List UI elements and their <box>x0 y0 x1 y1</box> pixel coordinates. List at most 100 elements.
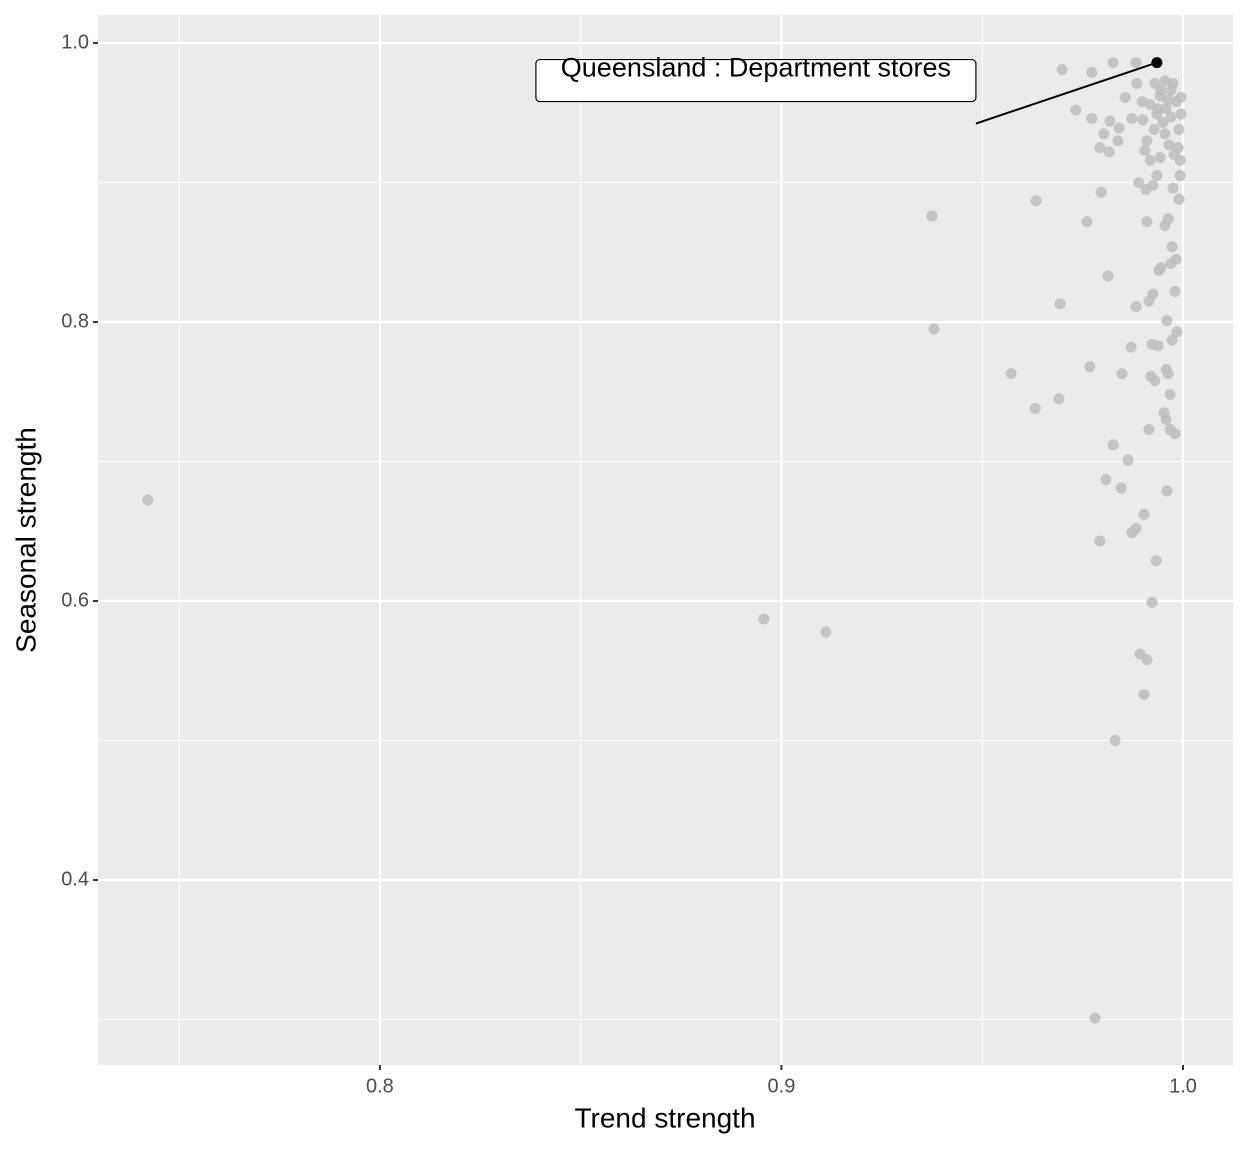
point <box>926 210 938 222</box>
point <box>1084 361 1096 373</box>
point <box>1165 84 1177 96</box>
point <box>1137 114 1149 126</box>
point <box>1122 454 1134 466</box>
y-tick-label: 1.0 <box>61 31 89 53</box>
point <box>1149 375 1161 387</box>
point <box>820 626 832 638</box>
point <box>1089 1012 1101 1024</box>
annotation-leader <box>975 61 1158 125</box>
point <box>1166 241 1178 253</box>
panel <box>98 15 1233 1065</box>
point <box>1164 389 1176 401</box>
point <box>1086 66 1098 78</box>
point <box>1119 91 1131 103</box>
point <box>928 323 940 335</box>
point <box>1095 186 1107 198</box>
point <box>1146 596 1158 608</box>
point <box>1107 57 1119 69</box>
annotation-box <box>535 58 977 103</box>
y-tick-label: 0.4 <box>61 868 89 890</box>
point <box>1030 195 1042 207</box>
point <box>1104 115 1116 127</box>
point <box>1029 403 1041 415</box>
point <box>1152 103 1164 115</box>
highlight-point <box>1151 57 1163 69</box>
point <box>1154 151 1166 163</box>
point <box>1138 688 1150 700</box>
point <box>1160 103 1172 115</box>
point <box>1161 485 1173 497</box>
point <box>1143 423 1155 435</box>
point <box>1094 535 1106 547</box>
point <box>1103 146 1115 158</box>
point <box>1116 368 1128 380</box>
point <box>1174 154 1186 166</box>
point <box>1171 326 1183 338</box>
point <box>1107 439 1119 451</box>
point <box>1162 368 1174 380</box>
point <box>1100 474 1112 486</box>
point <box>1165 111 1177 123</box>
point <box>1139 144 1151 156</box>
point <box>1169 285 1181 297</box>
point <box>1054 298 1066 310</box>
point <box>1130 57 1142 69</box>
point <box>1053 393 1065 405</box>
point <box>1115 482 1127 494</box>
point <box>1109 735 1121 747</box>
point <box>1056 64 1068 76</box>
point <box>1160 414 1172 426</box>
point <box>1170 253 1182 265</box>
point <box>1141 216 1153 228</box>
point <box>1174 170 1186 182</box>
point <box>1070 104 1082 116</box>
x-tick-label: 0.9 <box>768 1075 796 1097</box>
point <box>1131 77 1143 89</box>
point <box>1157 117 1169 129</box>
point <box>1081 216 1093 228</box>
y-tick-label: 0.8 <box>61 310 89 332</box>
point <box>1167 182 1179 194</box>
point <box>1133 177 1145 189</box>
point <box>1172 142 1184 154</box>
point <box>1112 135 1124 147</box>
point <box>758 613 770 625</box>
point <box>1163 139 1175 151</box>
x-tick-label: 1.0 <box>1169 1075 1197 1097</box>
point <box>1169 428 1181 440</box>
point <box>1113 122 1125 134</box>
point <box>1086 112 1098 124</box>
point <box>1094 142 1106 154</box>
point <box>1102 270 1114 282</box>
x-axis-title: Trend strength <box>574 1102 755 1133</box>
point <box>1155 262 1167 274</box>
point <box>1159 128 1171 140</box>
y-tick-label: 0.6 <box>61 589 89 611</box>
point <box>1138 509 1150 521</box>
point <box>1173 193 1185 205</box>
point <box>1126 112 1138 124</box>
point <box>1166 334 1178 346</box>
point <box>1005 368 1017 380</box>
annotation-label: Queensland : Department stores <box>561 53 951 83</box>
point <box>1147 179 1159 191</box>
x-tick-label: 0.8 <box>366 1075 394 1097</box>
point <box>1141 654 1153 666</box>
point <box>1155 84 1167 96</box>
point <box>1175 91 1187 103</box>
point <box>1148 124 1160 136</box>
point <box>1098 128 1110 140</box>
point <box>1125 341 1137 353</box>
point <box>1130 522 1142 534</box>
point <box>1141 135 1153 147</box>
point <box>1144 154 1156 166</box>
point <box>1152 340 1164 352</box>
point <box>1130 301 1142 313</box>
y-axis-title: Seasonal strength <box>10 427 41 653</box>
point <box>1175 108 1187 120</box>
point <box>1173 124 1185 136</box>
point <box>1151 170 1163 182</box>
point <box>1161 315 1173 327</box>
